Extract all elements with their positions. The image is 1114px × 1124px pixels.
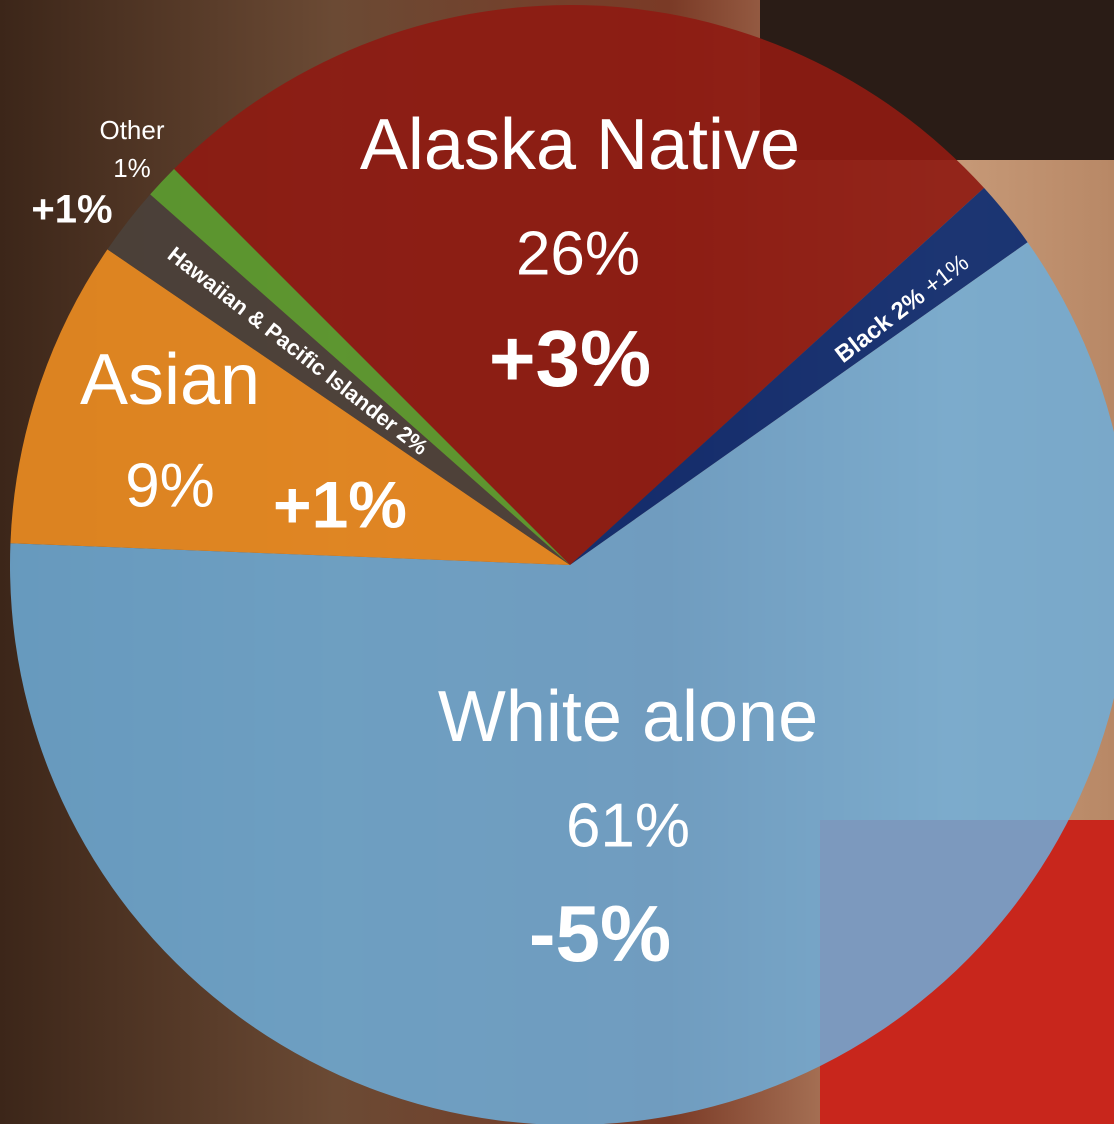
category-label: Other	[99, 115, 164, 145]
value-label: 1%	[113, 153, 151, 183]
change-label: +1%	[31, 188, 112, 232]
category-label: Alaska Native	[360, 105, 800, 185]
category-label: White alone	[438, 677, 818, 757]
category-label: Asian	[80, 340, 260, 420]
change-label: +3%	[489, 314, 651, 403]
chart: Alaska Native26%+3%Black 2% +1%White alo…	[0, 0, 1114, 1124]
value-label: 9%	[125, 451, 215, 520]
change-label: -5%	[529, 889, 671, 978]
value-label: 26%	[516, 219, 640, 288]
value-label: 61%	[566, 791, 690, 860]
change-label: +1%	[273, 467, 407, 541]
